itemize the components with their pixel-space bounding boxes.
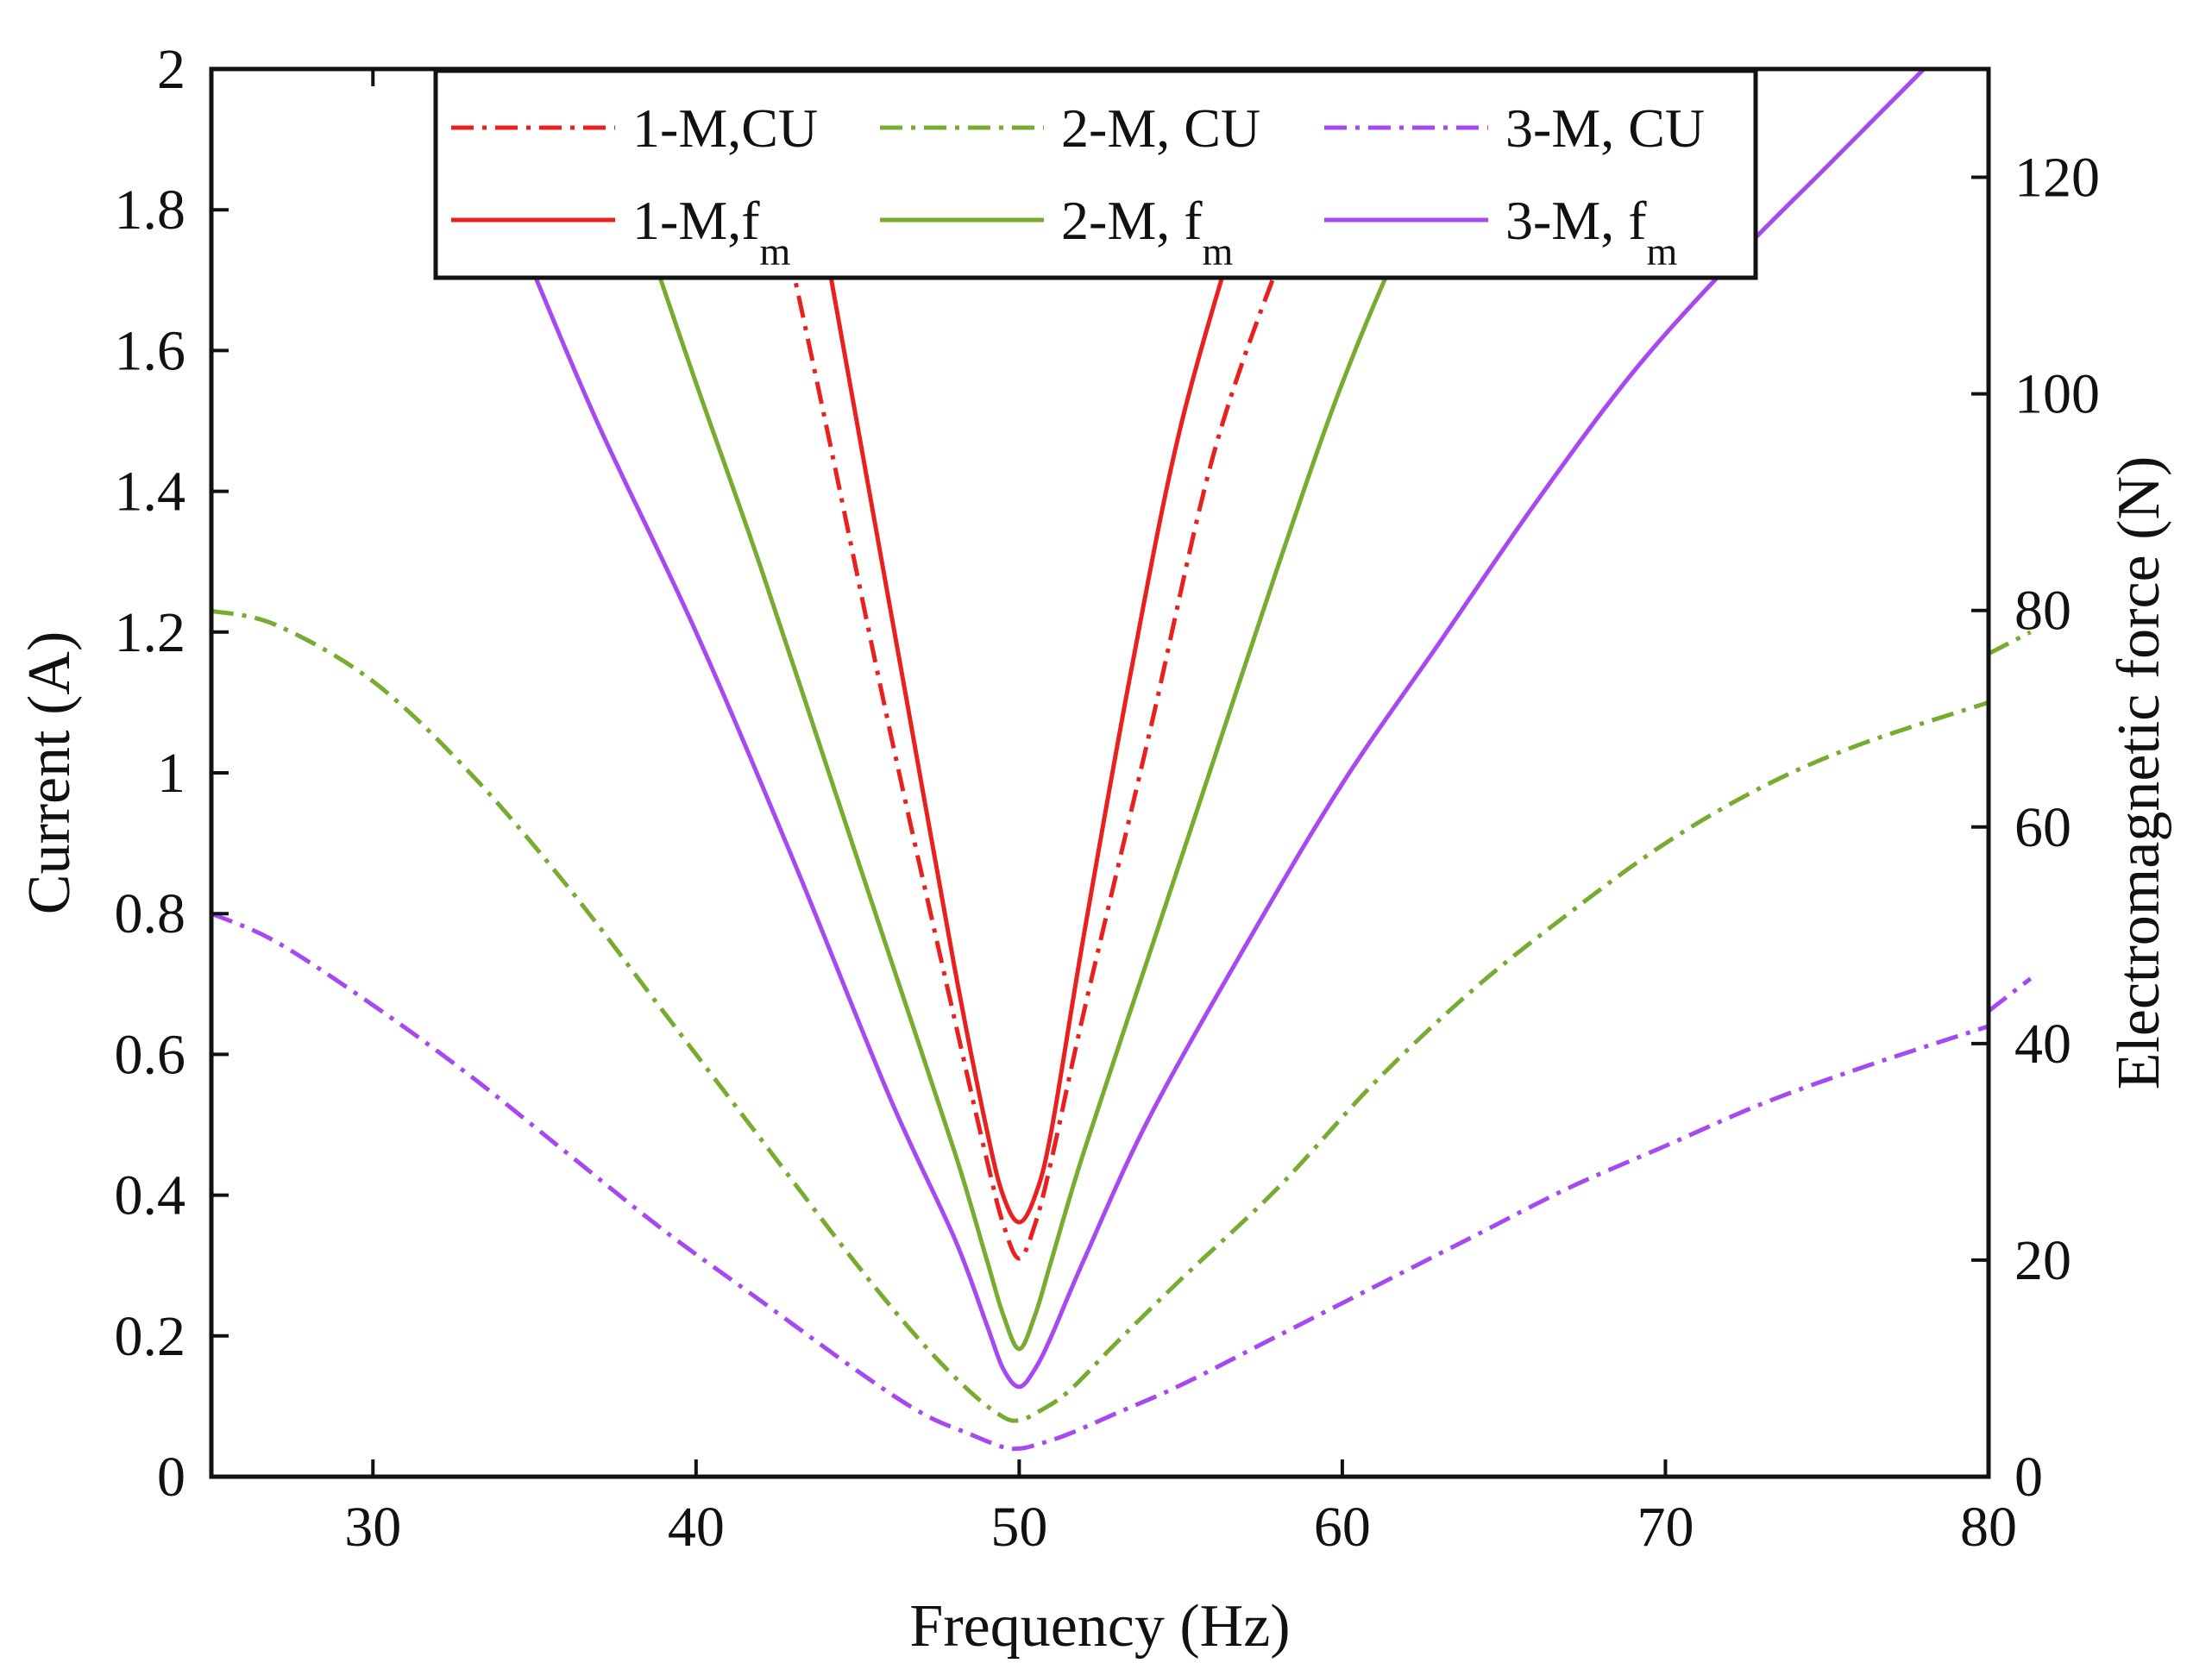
x-axis-title: Frequency (Hz) [909, 1593, 1290, 1660]
legend-subscript: m [1203, 229, 1234, 273]
y-left-tick-label: 0.8 [115, 882, 186, 945]
y-left-tick-label: 1.8 [115, 179, 186, 242]
plot-area [211, 69, 1989, 1452]
series-line-2-m-cu-dashdot [211, 608, 1989, 1423]
legend-subscript: m [760, 229, 791, 273]
outside-segment-3-m-cu [1987, 976, 2033, 1013]
y-right-axis-title: Electromagnetic force (N) [2106, 456, 2172, 1090]
y-left-tick-label: 0.2 [115, 1305, 186, 1368]
y-left-tick-label: 0.6 [115, 1023, 186, 1086]
x-tick-label: 80 [1960, 1496, 2017, 1559]
x-tick-label: 70 [1637, 1496, 1694, 1559]
series-line-2-m-f-solid [642, 69, 1505, 1352]
y-left-tick-label: 0 [157, 1446, 185, 1509]
y-left-tick-label: 0.4 [115, 1164, 186, 1227]
legend-label-1-m-cu: 1-M,CU [632, 97, 818, 159]
series-line-3-m-f-solid [532, 69, 1926, 1390]
series-line-3-m-cu-dashdot [211, 911, 1989, 1452]
ticks-layer: 30 40 50 60 70 8000.20.40.60.811.21.41.61.820… [115, 38, 2101, 1559]
series-line-1-m-f-solid [816, 209, 1245, 1225]
y-right-tick-label: 20 [2014, 1229, 2071, 1292]
series-line-1-m-cu-dashdot [777, 209, 1306, 1261]
y-right-tick-label: 100 [2014, 363, 2100, 426]
y-left-tick-label: 1 [157, 742, 185, 805]
legend-label-2-m-cu: 2-M, CU [1061, 97, 1260, 159]
y-right-tick-label: 120 [2014, 147, 2100, 210]
legend: 1-M,CU 2-M, CU 3-M, CU1-M,fm2-M, fm3-M, fm [433, 68, 1758, 280]
outside-segment-2-m-cu [1987, 630, 2032, 656]
x-tick-label: 50 [990, 1496, 1047, 1559]
series-layer [211, 69, 2033, 1452]
legend-box [433, 68, 1758, 280]
y-left-tick-label: 1.2 [115, 601, 186, 664]
y-right-tick-label: 60 [2014, 796, 2071, 859]
y-right-tick-label: 0 [2014, 1446, 2043, 1509]
y-right-tick-label: 80 [2014, 580, 2071, 643]
y-left-tick-label: 1.6 [115, 319, 186, 382]
legend-subscript: m [1647, 229, 1678, 273]
x-tick-label: 30 [344, 1496, 401, 1559]
y-right-tick-label: 40 [2014, 1013, 2071, 1076]
x-tick-label: 40 [668, 1496, 725, 1559]
y-left-axis-title: Current (A) [16, 631, 83, 915]
legend-label-3-m-cu: 3-M, CU [1505, 97, 1705, 159]
y-left-tick-label: 2 [157, 38, 185, 101]
y-left-tick-label: 1.4 [115, 461, 186, 524]
x-tick-label: 60 [1314, 1496, 1371, 1559]
